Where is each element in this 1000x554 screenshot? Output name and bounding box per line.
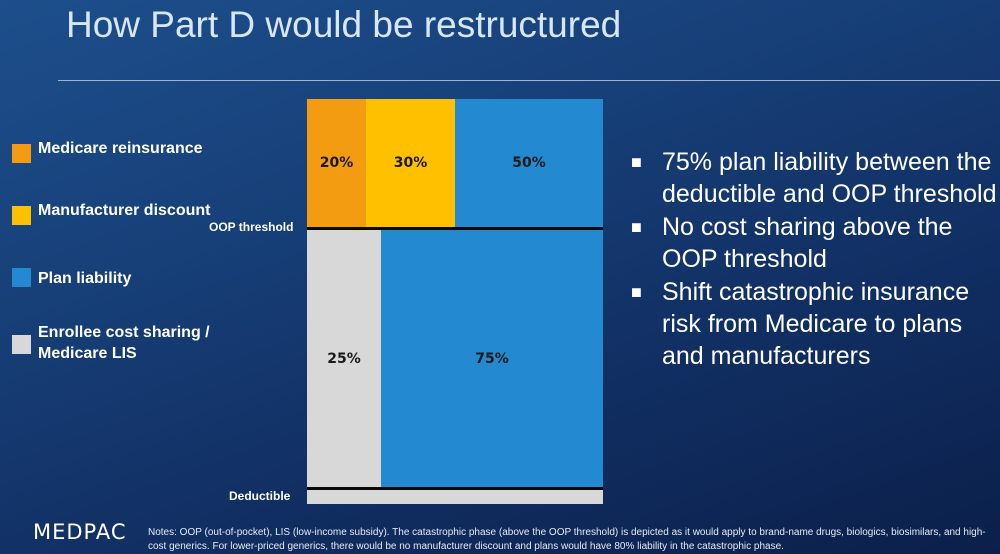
legend-swatch-enrollee (12, 335, 31, 354)
deductible-band (307, 490, 603, 504)
bullet-item: ■ No cost sharing above the OOP threshol… (629, 211, 999, 275)
legend-swatch-plan (12, 268, 31, 287)
bullet-text: 75% plan liability between the deductibl… (662, 148, 997, 208)
segment-plan-lower: 75% (381, 230, 603, 487)
segment-plan-upper: 50% (455, 99, 603, 227)
legend-swatch-manufacturer (12, 206, 31, 225)
square-bullet-icon: ■ (631, 152, 642, 172)
footnotes: Notes: OOP (out-of-pocket), LIS (low-inc… (148, 527, 986, 552)
bullet-list: ■ 75% plan liability between the deducti… (629, 146, 999, 373)
legend-label-plan: Plan liability (38, 270, 132, 287)
bullet-item: ■ 75% plan liability between the deducti… (629, 146, 999, 210)
segment-enrollee: 25% (307, 230, 381, 487)
legend-item-plan: Plan liability (12, 268, 131, 287)
segment-manufacturer: 30% (366, 99, 455, 227)
oop-threshold-label: OOP threshold (209, 220, 294, 234)
square-bullet-icon: ■ (631, 217, 642, 237)
liability-chart: 20% 30% 50% 25% 75% (307, 99, 603, 504)
deductible-line (307, 487, 603, 490)
bullet-text: No cost sharing above the OOP threshold (662, 213, 953, 273)
square-bullet-icon: ■ (631, 282, 642, 302)
legend-item-manufacturer: Manufacturer discount (12, 202, 210, 225)
legend-label-manufacturer: Manufacturer discount (38, 202, 211, 219)
legend-item-enrollee: Enrollee cost sharing / Medicare LIS (12, 324, 210, 362)
bullet-item: ■ Shift catastrophic insurance risk from… (629, 276, 999, 372)
page-title: How Part D would be restructured (66, 4, 622, 45)
oop-threshold-line (307, 227, 603, 230)
deductible-label: Deductible (229, 489, 291, 503)
segment-reinsurance: 20% (307, 99, 366, 227)
title-divider (58, 80, 1000, 81)
bullet-text: Shift catastrophic insurance risk from M… (662, 278, 970, 370)
medpac-logo: MEDPAC (33, 520, 127, 544)
legend-swatch-reinsurance (12, 144, 31, 163)
legend-label-enrollee: Enrollee cost sharing / Medicare LIS (38, 324, 210, 362)
legend-label-reinsurance: Medicare reinsurance (38, 140, 203, 157)
legend-item-reinsurance: Medicare reinsurance (12, 140, 203, 163)
